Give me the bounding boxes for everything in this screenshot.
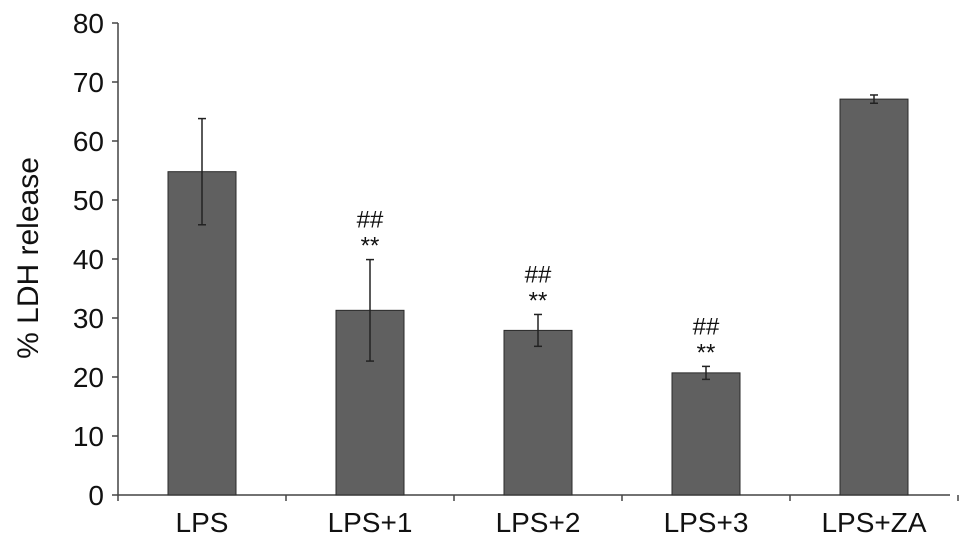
error-bars: [198, 94, 878, 381]
y-tick-label: 30: [73, 303, 104, 334]
y-axis-label: % LDH release: [12, 157, 45, 359]
error-bar: [870, 94, 878, 104]
y-tick-label: 80: [73, 8, 104, 39]
x-tick-label: LPS+ZA: [821, 507, 926, 538]
x-tick-label: LPS+3: [664, 507, 749, 538]
y-tick-label: 60: [73, 126, 104, 157]
error-bar: [198, 117, 206, 226]
bar-lps-3: [671, 372, 741, 496]
y-tick-label: 10: [73, 421, 104, 452]
x-tick-label: LPS: [176, 507, 229, 538]
axes: [112, 22, 959, 501]
significance-mark: **: [529, 287, 548, 314]
y-tick-label: 70: [73, 67, 104, 98]
tick-labels: 0 10 20 30 40 50 60 70 80 LPS LPS+1 LPS+2 LPS+3 LPS+Z…: [73, 8, 927, 538]
error-bar: [366, 258, 374, 362]
bar-lps-za: [839, 98, 909, 496]
bars: [167, 98, 909, 496]
y-tick-label: 0: [88, 480, 104, 511]
y-tick-label: 50: [73, 185, 104, 216]
significance-mark: ##: [693, 313, 720, 340]
bar-lps-2: [503, 329, 573, 496]
x-tick-label: LPS+1: [328, 507, 413, 538]
significance-mark: **: [697, 339, 716, 366]
error-bar: [702, 365, 710, 381]
significance-annotations: ##**##**##**: [357, 207, 720, 367]
y-tick-label: 40: [73, 244, 104, 275]
x-tick-label: LPS+2: [496, 507, 581, 538]
y-tick-label: 20: [73, 362, 104, 393]
bar-lps: [167, 171, 237, 496]
significance-mark: **: [361, 233, 380, 260]
significance-mark: ##: [525, 261, 552, 288]
significance-mark: ##: [357, 207, 384, 234]
error-bar: [534, 313, 542, 348]
